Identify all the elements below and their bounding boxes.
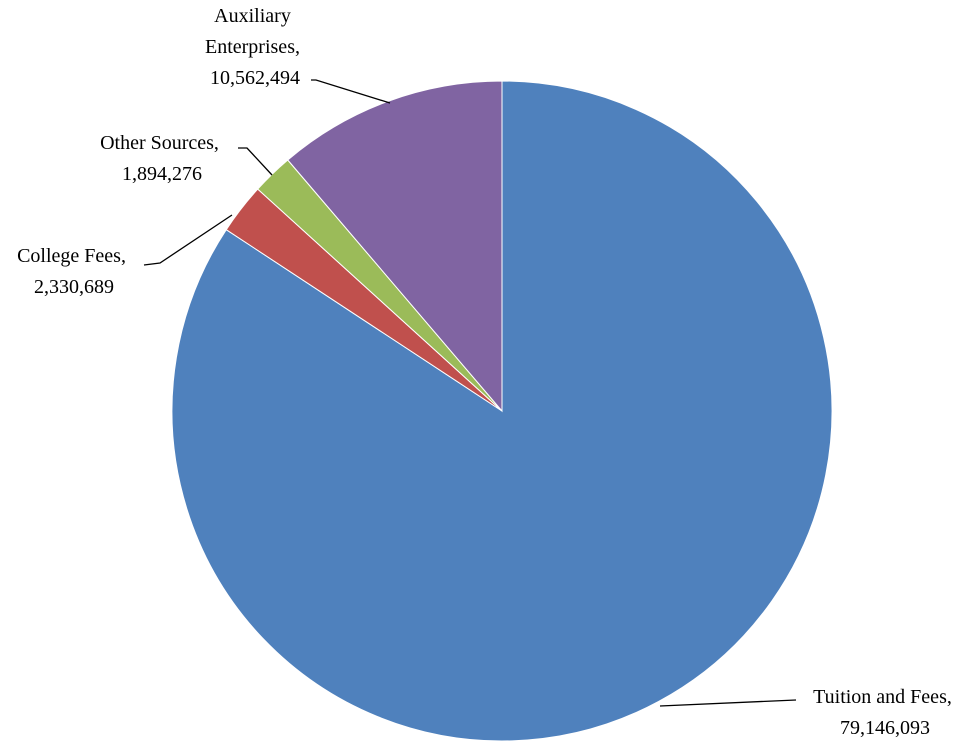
data-label-college-fees-name: College Fees [17,245,121,267]
data-label-tuition-and-fees: Tuition and Fees, 79,146,093 [813,686,957,739]
data-label-college-fees-comma: , [121,245,126,267]
data-label-other-sources-value: 1,894,276 [122,163,202,185]
data-label-auxiliary-enterprises-value: 10,562,494 [210,67,300,89]
data-label-auxiliary-enterprises-name-line2: Enterprises, [205,36,300,58]
data-label-tuition-and-fees-name: Tuition and Fees [813,686,947,708]
data-label-other-sources-name: Other Sources [100,132,214,154]
data-label-tuition-and-fees-comma: , [947,686,952,708]
leader-line-tuition-and-fees [659,699,797,707]
data-label-other-sources: Other Sources, 1,894,276 [100,132,224,185]
leader-line-auxiliary-enterprises [311,79,391,104]
pie-slice-auxiliary-enterprises [287,80,503,413]
pie-slices [171,80,833,742]
data-label-college-fees-value: 2,330,689 [34,276,114,298]
data-label-auxiliary-enterprises: Auxiliary Enterprises, 10,562,494 [205,5,305,89]
data-label-auxiliary-enterprises-name-line1: Auxiliary [214,5,291,27]
data-label-tuition-and-fees-value: 79,146,093 [840,717,930,739]
data-label-other-sources-comma: , [214,132,219,154]
leader-line-college-fees [143,214,233,266]
data-label-college-fees: College Fees, 2,330,689 [17,245,131,298]
leader-lines [143,79,797,707]
leader-line-other-sources [238,147,273,176]
